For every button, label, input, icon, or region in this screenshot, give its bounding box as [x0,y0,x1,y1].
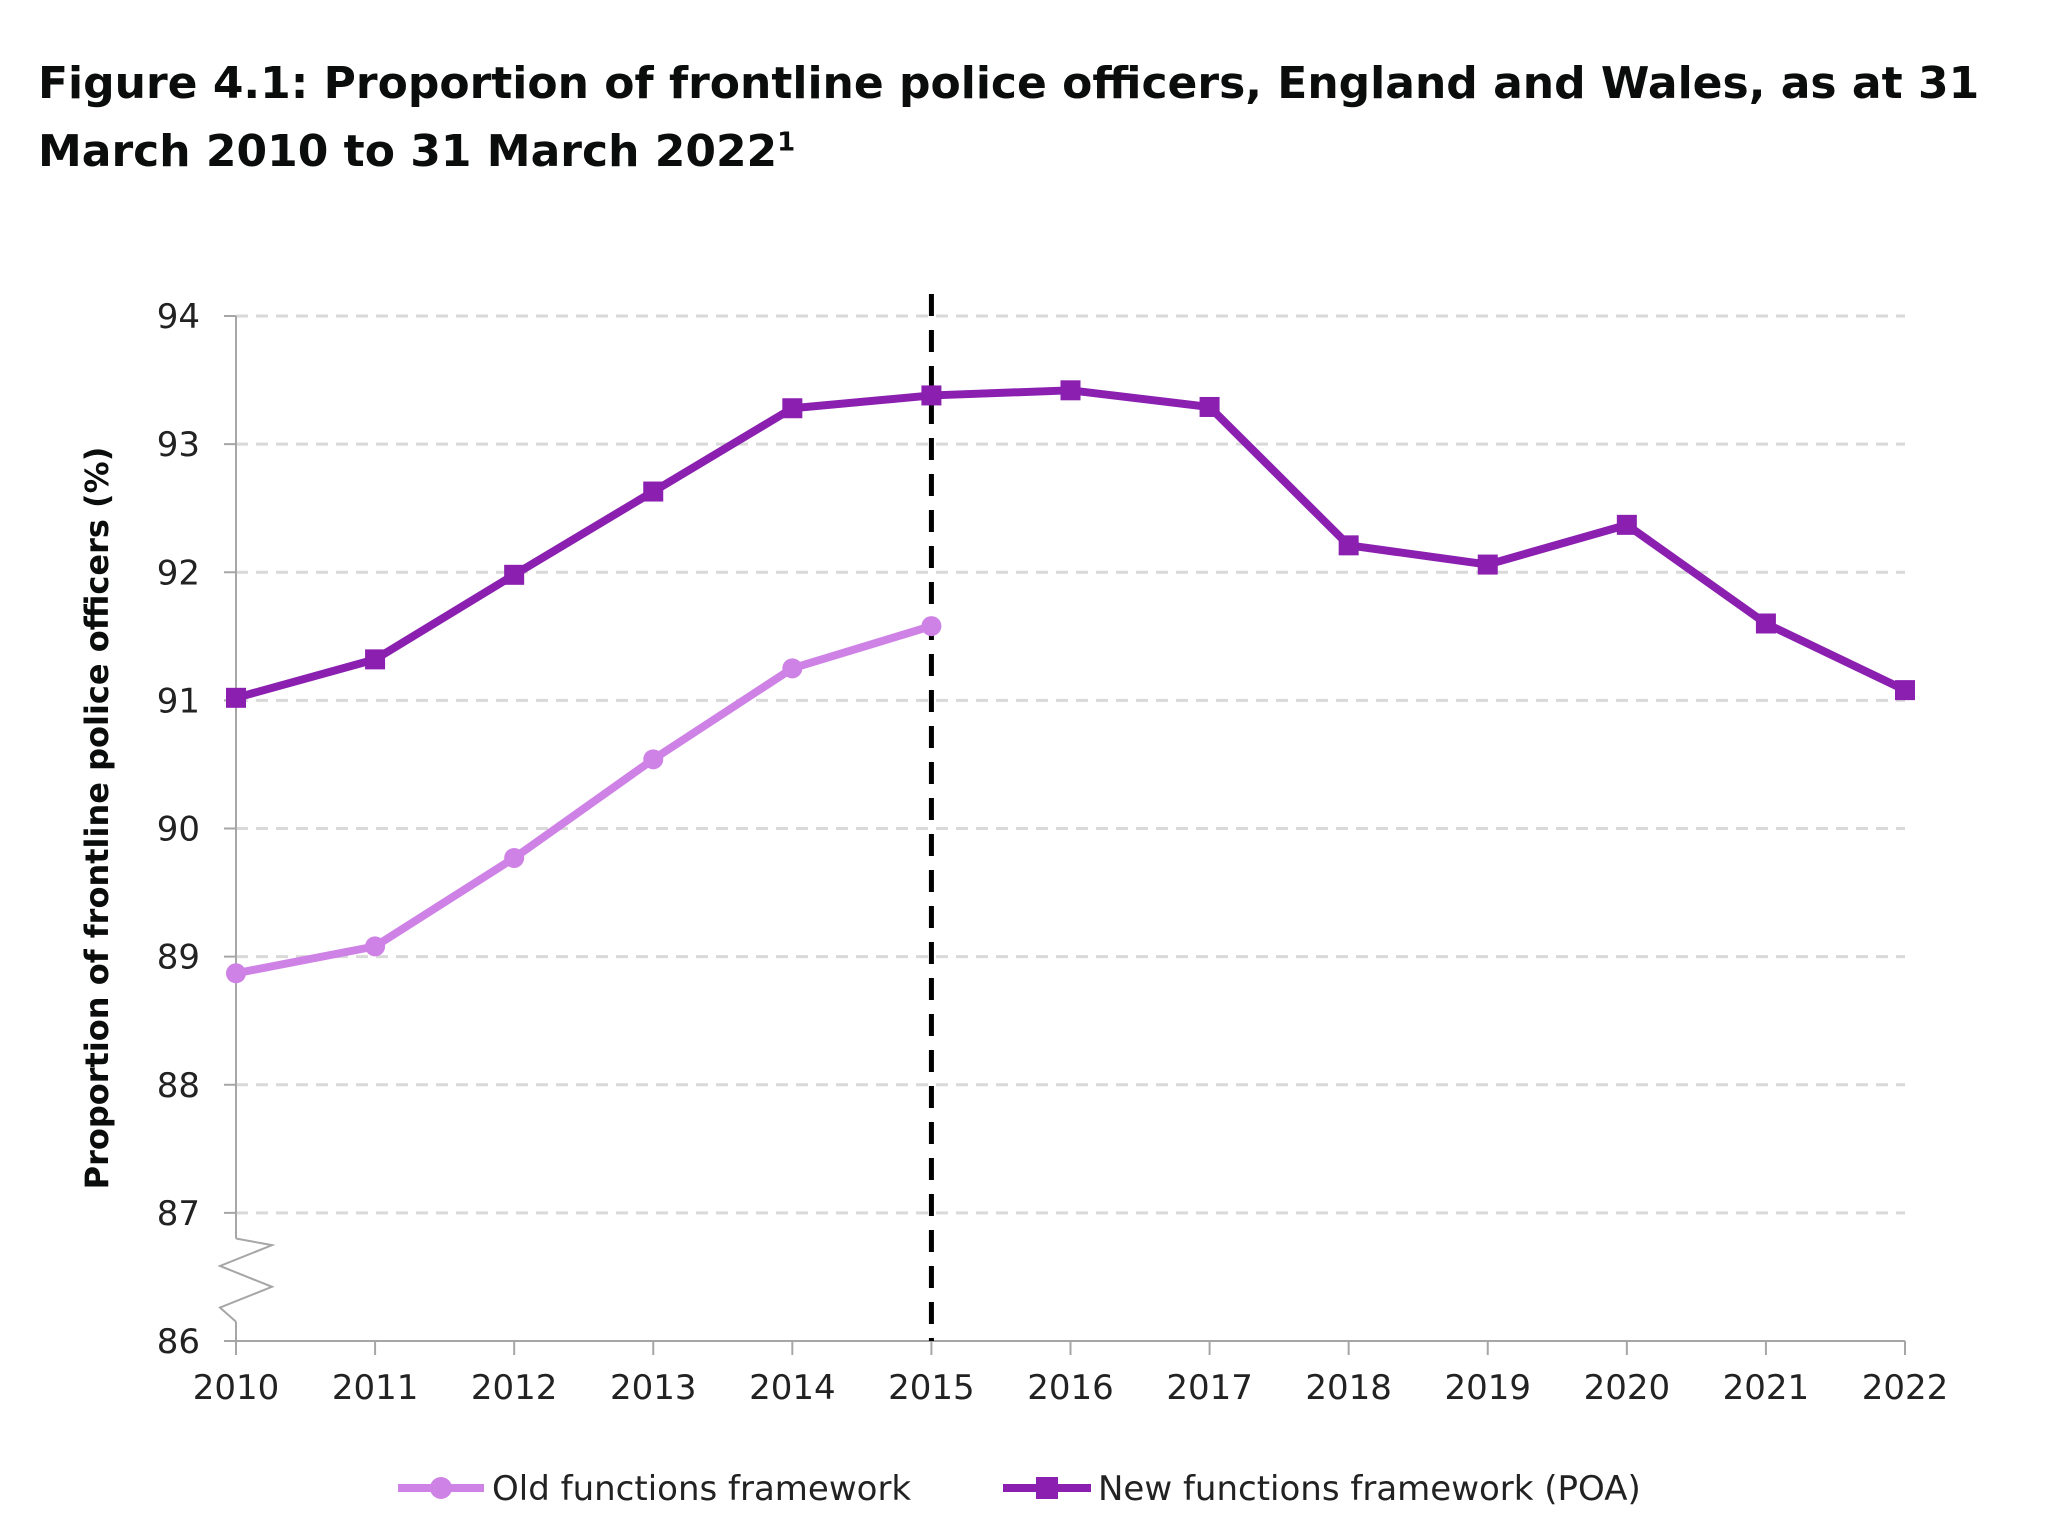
y-tick-label-92: 92 [157,553,200,593]
y-tick-label-87: 87 [157,1194,200,1234]
x-tick-label-2015: 2015 [888,1368,975,1408]
series-1-point-2013 [643,749,664,770]
series-1-point-2010 [226,963,246,984]
series-2-point-2016 [1060,380,1081,401]
series-2-point-2015 [921,385,942,406]
series-2-point-2013 [643,481,664,502]
legend-label-2: New functions framework (POA) [1098,1469,1641,1509]
x-tick-label-2010: 2010 [193,1368,280,1408]
series-1-point-2015 [921,616,942,637]
y-axis-title: Proportion of frontline police officers … [78,447,116,1190]
legend-item-2: New functions framework (POA) [1003,1469,1641,1509]
legend-swatch-marker-1 [430,1477,452,1499]
y-tick-label-93: 93 [157,425,200,465]
y-tick-label-91: 91 [157,681,200,721]
chart-title: Figure 4.1: Proportion of frontline poli… [38,50,2018,186]
x-tick-label-2020: 2020 [1584,1368,1671,1408]
series-group [226,380,1915,984]
x-tick-label-2014: 2014 [749,1368,836,1408]
series-2-point-2020 [1616,514,1637,535]
series-2-point-2019 [1477,554,1498,575]
y-tick-label-90: 90 [157,810,200,850]
series-1 [226,616,942,984]
x-tick-label-2019: 2019 [1444,1368,1531,1408]
x-tick-label-2012: 2012 [471,1368,558,1408]
series-2-line [234,386,1907,702]
x-tick-label-2022: 2022 [1862,1368,1949,1408]
gridlines [236,314,1905,1215]
y-tick-label-88: 88 [157,1066,200,1106]
x-tick-label-2011: 2011 [332,1368,419,1408]
series-2-point-2010 [226,687,246,708]
series-1-point-2011 [365,936,386,957]
legend-item-1: Old functions framework [398,1469,911,1509]
axis-break-mask [232,1238,240,1322]
legend: Old functions framework New functions fra… [398,1469,1641,1509]
x-tick-label-2021: 2021 [1723,1368,1810,1408]
chart-title-text: Figure 4.1: Proportion of frontline poli… [38,58,1980,177]
series-2-point-2018 [1338,535,1359,556]
series-2-point-2021 [1755,613,1776,634]
x-tick-label-2013: 2013 [610,1368,697,1408]
legend-label-1: Old functions framework [492,1469,911,1509]
x-tick-label-2018: 2018 [1305,1368,1392,1408]
legend-swatch-marker-2 [1036,1477,1058,1499]
series-1-line [235,622,933,978]
title-footnote-marker: 1 [777,127,796,158]
series-2-point-2012 [504,564,525,585]
y-tick-label-89: 89 [157,938,200,978]
series-2 [226,380,1915,708]
y-tick-label-86: 86 [157,1322,200,1362]
x-tick-label-2017: 2017 [1166,1368,1253,1408]
tick-labels: 86 87 88 89 90 91 92 93 94 2010 2011 2012 2013 2014 20… [157,297,1949,1408]
series-2-point-2022 [1895,680,1915,701]
series-2-point-2017 [1199,396,1220,417]
series-1-point-2012 [504,847,525,868]
x-tick-label-2016: 2016 [1027,1368,1114,1408]
axes [217,315,1906,1355]
axis-break-zigzag [217,1237,276,1323]
series-2-point-2014 [782,398,803,419]
series-1-point-2014 [782,658,803,679]
y-tick-label-94: 94 [157,297,200,337]
series-2-point-2011 [365,649,386,670]
